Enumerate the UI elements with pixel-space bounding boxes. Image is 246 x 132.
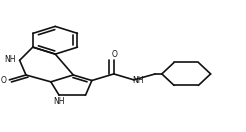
Text: NH: NH (5, 55, 16, 64)
Text: O: O (1, 76, 7, 85)
Text: NH: NH (133, 76, 144, 85)
Text: NH: NH (53, 97, 65, 106)
Text: O: O (111, 50, 117, 59)
